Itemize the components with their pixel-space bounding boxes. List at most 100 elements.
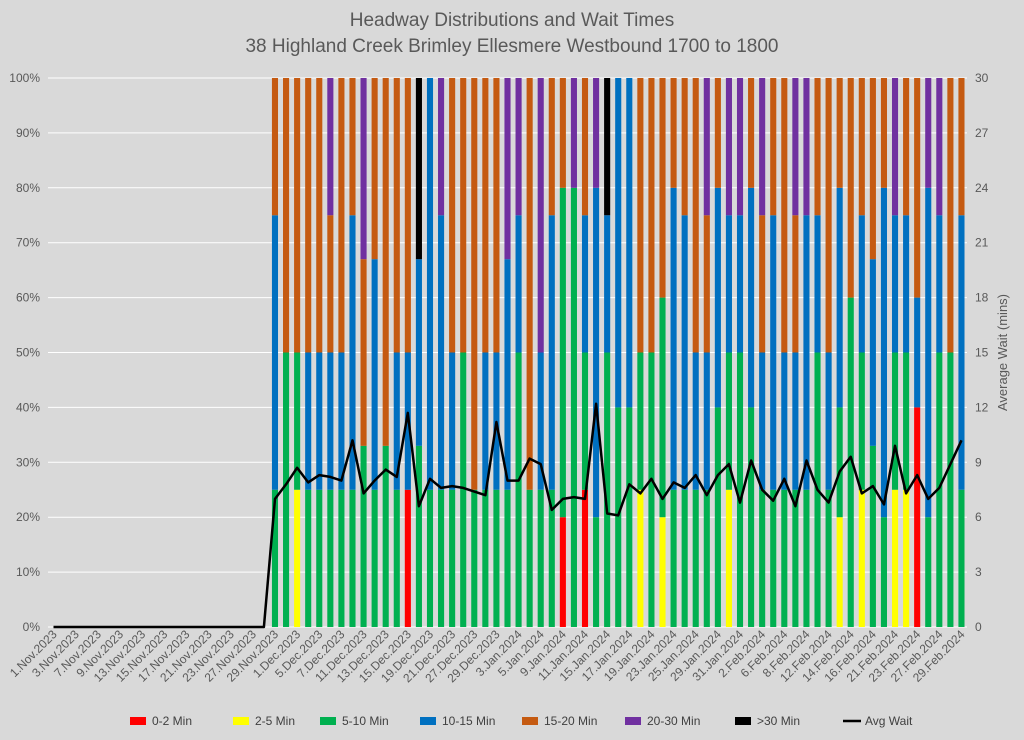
legend-label: Avg Wait: [865, 714, 913, 728]
bar-segment: [526, 489, 533, 627]
bar-segment: [847, 78, 854, 298]
bar-segment: [814, 215, 821, 353]
bar-segment: [548, 78, 555, 216]
bar-segment: [338, 489, 345, 627]
bar-segment: [903, 489, 910, 627]
bar-segment: [925, 517, 932, 627]
bar-segment: [559, 517, 566, 627]
y-tick-label: 70%: [16, 236, 40, 250]
bar-segment: [637, 352, 644, 490]
y2-tick-label: 24: [975, 181, 989, 195]
bar-segment: [382, 78, 389, 446]
bar-segment: [736, 352, 744, 627]
bar-segment: [615, 407, 622, 627]
bar-segment: [770, 215, 777, 490]
bar-segment: [271, 78, 279, 216]
bar-segment: [548, 489, 555, 627]
bar-segment: [460, 78, 467, 353]
bar-segment: [891, 78, 899, 216]
legend-swatch: [233, 717, 249, 725]
bar-segment: [593, 187, 600, 518]
bar-segment: [703, 215, 710, 353]
bar-segment: [327, 352, 334, 490]
bar-segment: [659, 297, 666, 518]
bar-segment: [338, 352, 345, 490]
y2-tick-label: 18: [975, 291, 989, 305]
bar-segment: [792, 78, 799, 216]
bar-segment: [869, 259, 876, 446]
avg-wait-line: [53, 402, 963, 629]
bar-segment: [449, 78, 456, 353]
bar-segment: [814, 78, 821, 216]
bar-segment: [305, 78, 312, 353]
bar-segment: [559, 187, 566, 518]
bar-segment: [748, 187, 755, 408]
bar-segment: [958, 78, 965, 216]
bar-segment: [305, 489, 312, 627]
bar-segment: [803, 215, 810, 490]
bar-segment: [626, 407, 633, 627]
bar-segment: [482, 78, 489, 353]
bar-segment: [504, 259, 511, 490]
bar-segment: [537, 78, 544, 353]
bar-segment: [393, 489, 400, 627]
bar-segment: [626, 78, 633, 408]
bar-segment: [294, 78, 301, 353]
bar-segment: [271, 489, 279, 627]
y2-tick-label: 21: [975, 236, 989, 250]
bar-segment: [515, 352, 522, 627]
bar-segment: [836, 517, 843, 627]
bar-segment: [283, 352, 290, 627]
bar-segment: [681, 78, 688, 216]
y2-tick-label: 9: [975, 455, 982, 469]
bar-segment: [283, 78, 290, 353]
bar-segment: [759, 215, 766, 353]
bar-segment: [404, 78, 411, 353]
bar-segment: [637, 489, 644, 627]
bar-segment: [371, 259, 378, 490]
bar-segment: [869, 78, 876, 260]
bar-segment: [581, 352, 589, 490]
bar-segment: [725, 352, 732, 490]
bar-segment: [515, 78, 522, 216]
legend-swatch: [130, 717, 146, 725]
bar-segment: [880, 78, 888, 188]
bar-segment: [604, 215, 611, 353]
legend-label: 2-5 Min: [255, 714, 295, 728]
bar-segment: [681, 489, 688, 627]
bar-segment: [825, 489, 832, 627]
bar-segment: [903, 352, 910, 490]
bar-segment: [825, 78, 832, 353]
bar-segment: [781, 352, 788, 490]
bar-segment: [692, 352, 699, 490]
y-tick-label: 60%: [16, 291, 40, 305]
bar-segment: [338, 78, 345, 353]
bar-segment: [316, 78, 323, 353]
bar-segment: [903, 215, 910, 353]
bar-segment: [670, 187, 677, 490]
bar-segment: [725, 489, 732, 627]
bar-segment: [714, 407, 721, 627]
y-tick-label: 90%: [16, 126, 40, 140]
bar-segment: [781, 489, 788, 627]
legend-label: 5-10 Min: [342, 714, 389, 728]
bar-segment: [548, 215, 555, 490]
y2-axis-title: Average Wait (mins): [995, 294, 1010, 411]
bar-segment: [891, 215, 899, 353]
bar-segment: [271, 215, 279, 490]
bar-segment: [880, 187, 888, 518]
bar-segment: [692, 78, 699, 353]
bar-segment: [681, 215, 688, 490]
bar-segment: [294, 352, 301, 490]
bar-segment: [958, 489, 965, 627]
bar-segment: [880, 517, 888, 627]
bar-segment: [426, 78, 434, 490]
y-tick-label: 30%: [16, 455, 40, 469]
bar-segment: [714, 187, 721, 408]
bar-segment: [925, 187, 932, 518]
bar-segment: [360, 78, 367, 260]
bar-segment: [736, 215, 744, 353]
bar-segment: [936, 78, 943, 216]
